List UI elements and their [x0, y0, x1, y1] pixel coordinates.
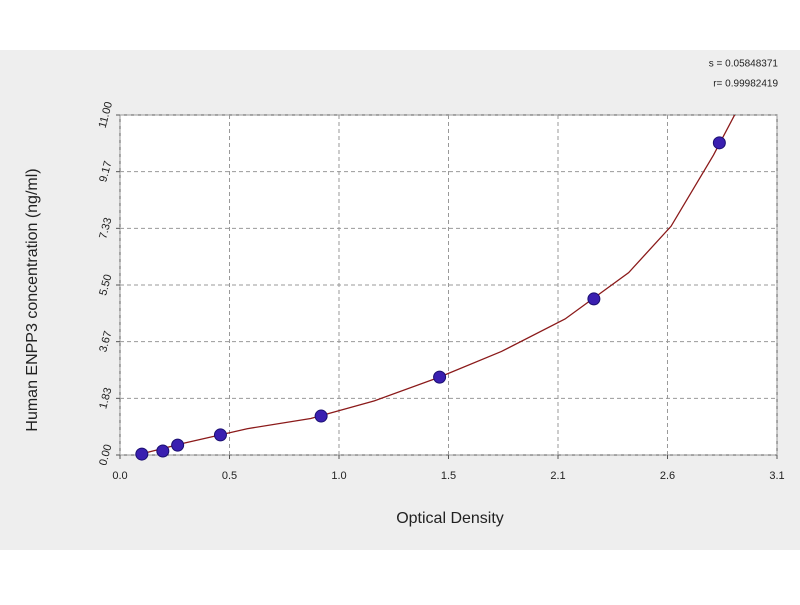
y-tick-label: 7.33: [97, 216, 114, 240]
annotation: r= 0.99982419: [713, 79, 778, 90]
y-tick-label: 5.50: [97, 273, 114, 297]
x-tick-label: 0.5: [222, 470, 237, 482]
data-point: [314, 409, 328, 423]
x-tick-label: 3.1: [769, 470, 784, 482]
y-axis-label: Human ENPP3 concentration (ng/ml): [24, 168, 41, 431]
grid: [119, 114, 778, 456]
y-tick-label: 1.83: [97, 386, 114, 410]
x-tick-label: 1.5: [441, 470, 456, 482]
data-point: [587, 292, 601, 306]
y-tick-label: 3.67: [97, 330, 114, 354]
y-tick-label: 0.00: [97, 443, 114, 467]
data-point: [135, 447, 149, 461]
x-axis-label: Optical Density: [396, 510, 504, 527]
x-tick-label: 1.0: [331, 470, 346, 482]
data-point: [712, 136, 726, 150]
data-point: [433, 370, 447, 384]
data-point: [156, 444, 170, 458]
y-tick-label: 9.17: [97, 160, 114, 184]
data-point: [213, 428, 227, 442]
x-tick-label: 2.6: [660, 470, 675, 482]
fit-curve: [136, 115, 736, 455]
marks: [135, 115, 736, 461]
data-point: [171, 438, 185, 452]
x-tick-label: 0.0: [112, 470, 127, 482]
x-tick-label: 2.1: [550, 470, 565, 482]
annotation: s = 0.05848371: [709, 59, 779, 70]
